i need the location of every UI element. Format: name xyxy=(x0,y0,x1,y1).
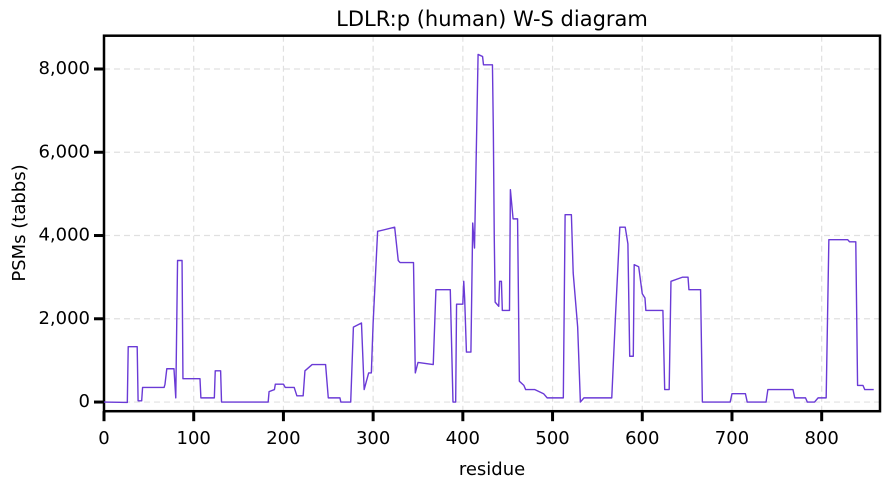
x-tick-label: 500 xyxy=(535,428,569,449)
plot-frame xyxy=(102,34,882,413)
x-tick-label: 100 xyxy=(177,428,211,449)
chart-title: LDLR:p (human) W-S diagram xyxy=(336,7,648,31)
x-tick-label: 200 xyxy=(266,428,300,449)
y-tick-label: 2,000 xyxy=(38,308,90,329)
x-tick-label: 800 xyxy=(805,428,839,449)
x-tick-label: 300 xyxy=(356,428,390,449)
y-tick-label: 6,000 xyxy=(38,141,90,162)
y-tick-label: 4,000 xyxy=(38,225,90,246)
x-tick-label: 400 xyxy=(446,428,480,449)
x-tick-label: 700 xyxy=(715,428,749,449)
x-tick-label: 600 xyxy=(625,428,659,449)
y-axis-label: PSMs (tabbs) xyxy=(9,164,30,281)
y-tick-label: 0 xyxy=(79,391,90,412)
y-tick-label: 8,000 xyxy=(38,58,90,79)
x-axis-label: residue xyxy=(459,459,525,480)
data-line xyxy=(103,53,874,404)
x-tick-label: 0 xyxy=(98,428,109,449)
